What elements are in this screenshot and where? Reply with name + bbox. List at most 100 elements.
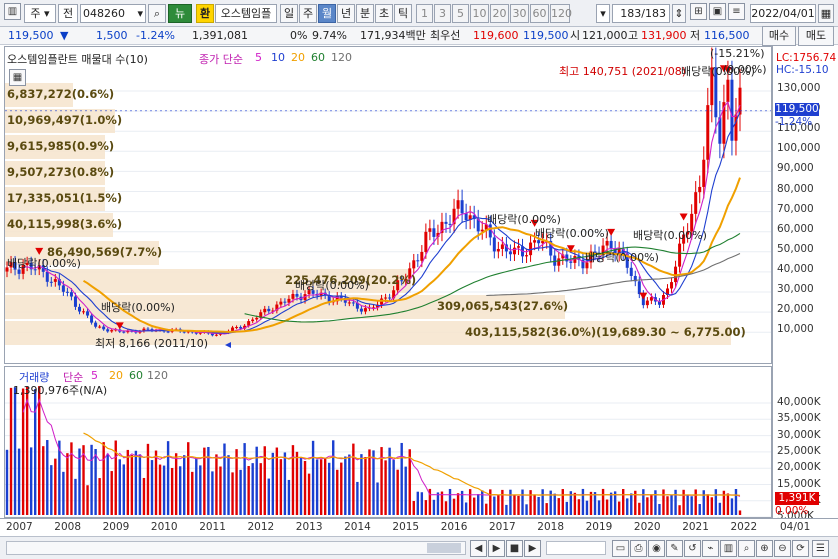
spin-icon[interactable]: ⇕: [672, 4, 686, 23]
volume-bar: [243, 443, 246, 515]
buy-button[interactable]: 매수: [762, 26, 796, 46]
date-field[interactable]: 2022/04/01: [750, 4, 816, 23]
volume-bar: [722, 490, 726, 515]
magnify-icon[interactable]: ⌕: [738, 540, 755, 557]
volume-profile-band: [5, 187, 105, 211]
volume-bar: [730, 498, 734, 515]
volume-profile-band: [5, 321, 731, 345]
stop-icon[interactable]: ■: [506, 540, 523, 557]
scrollbar-thumb[interactable]: [427, 543, 461, 553]
exchange-button[interactable]: 환: [196, 4, 214, 23]
scroll-right-icon[interactable]: ▶: [524, 540, 541, 557]
candle-body: [508, 251, 512, 255]
period-tab[interactable]: 분: [356, 4, 374, 23]
high-marker: [723, 67, 732, 74]
dividend-label: 배당락(0.00%): [487, 213, 561, 226]
candle-body: [670, 282, 674, 289]
volume-chart-panel[interactable]: 거래량 단순 5 20 60 120 1,390,976주(N/A): [4, 366, 772, 518]
interval-tab[interactable]: 120: [550, 4, 572, 23]
volume-bar: [319, 459, 323, 515]
period-tab[interactable]: 주: [299, 4, 317, 23]
candle-body: [492, 237, 496, 252]
candle-body: [392, 290, 396, 299]
camera-icon[interactable]: ◉: [648, 540, 665, 557]
volume-bar: [674, 489, 677, 515]
market-select[interactable]: 주 ▾: [24, 4, 56, 23]
year-label: 2019: [585, 521, 613, 533]
candle-body: [432, 228, 436, 237]
chart-window-icon[interactable]: ▥: [4, 3, 21, 20]
volume-bar: [738, 510, 742, 515]
candle-body: [146, 328, 150, 330]
candle-body: [347, 302, 351, 304]
zoom-in-icon[interactable]: ⊕: [756, 540, 773, 557]
horizontal-scrollbar[interactable]: [6, 541, 466, 555]
last-volume-label: 1,390,976주(N/A): [13, 384, 108, 397]
code-input[interactable]: 048260 ▾: [80, 4, 146, 23]
volume-bar: [646, 497, 649, 515]
period-tab[interactable]: 일: [280, 4, 298, 23]
volume-bar: [215, 454, 218, 515]
chart-type-icon[interactable]: ▥: [720, 540, 737, 557]
candle-body: [271, 310, 275, 312]
volume-bar: [344, 456, 347, 515]
refresh-icon[interactable]: ⟳: [792, 540, 809, 557]
volume-bar: [25, 386, 29, 515]
step-down-button[interactable]: ▾: [596, 4, 610, 23]
count-field[interactable]: 183/183: [612, 4, 670, 23]
dividend-label: 배당락(0.00%): [633, 229, 707, 242]
tools-icon[interactable]: ✎: [666, 540, 683, 557]
interval-tab[interactable]: 60: [530, 4, 549, 23]
volume-bar: [593, 492, 597, 515]
year-label: 2021: [682, 521, 709, 533]
print-icon[interactable]: ⎙: [630, 540, 647, 557]
dropdown-arrow-icon[interactable]: ▾: [137, 7, 143, 20]
period-tab[interactable]: 년: [337, 4, 355, 23]
candle-body: [637, 281, 641, 295]
volume-bar: [485, 503, 488, 515]
list-icon[interactable]: ≡: [728, 3, 745, 20]
volume-bar: [142, 477, 146, 515]
volume-profile-label: 9,507,273(0.8%): [7, 165, 115, 179]
period-tab[interactable]: 틱: [394, 4, 412, 23]
scroll-left-icon[interactable]: ◀: [470, 540, 487, 557]
grid-icon[interactable]: ⊞: [690, 3, 707, 20]
settings-icon[interactable]: ▦: [9, 69, 26, 86]
ma-period-10: 10: [271, 51, 285, 64]
price-chart-panel[interactable]: 오스템임플란트 매물대 수(10) 종가 단순 5 10 20 60 120 ▦…: [4, 46, 772, 364]
menu-icon[interactable]: ☰: [812, 540, 829, 557]
volume-bar: [501, 489, 504, 515]
search-icon[interactable]: ⌕: [148, 4, 166, 23]
zoom-minus-icon[interactable]: ⊖: [774, 540, 791, 557]
candle-body: [428, 228, 432, 232]
play-icon[interactable]: ▶: [488, 540, 505, 557]
interval-tab[interactable]: 20: [490, 4, 509, 23]
draw-icon[interactable]: ⌁: [702, 540, 719, 557]
interval-tab[interactable]: 3: [434, 4, 451, 23]
candle-body: [376, 304, 380, 308]
interval-tab[interactable]: 1: [416, 4, 433, 23]
zoom-out-icon[interactable]: ▭: [612, 540, 629, 557]
history-icon[interactable]: ↺: [684, 540, 701, 557]
volume-bar: [126, 449, 130, 515]
period-tab[interactable]: 월: [318, 4, 336, 23]
sell-button[interactable]: 매도: [798, 26, 834, 46]
year-label: 2007: [6, 521, 33, 533]
interval-tab[interactable]: 30: [510, 4, 529, 23]
save-icon[interactable]: ▣: [709, 3, 726, 20]
interval-tab[interactable]: 5: [452, 4, 469, 23]
calendar-icon[interactable]: ▦: [818, 4, 834, 23]
volume-bar: [134, 450, 138, 515]
price-axis-tick: 70,000: [777, 202, 814, 215]
volume-bar: [517, 495, 520, 515]
zoom-scrollbar[interactable]: [546, 541, 606, 555]
candle-body: [412, 260, 416, 269]
new-button[interactable]: 뉴: [168, 4, 192, 23]
period-tab[interactable]: 초: [375, 4, 393, 23]
interval-tab[interactable]: 10: [470, 4, 489, 23]
market-select-value: 주: [30, 7, 41, 20]
price-axis-tick: 110,000: [777, 122, 821, 135]
period-type-button[interactable]: 전: [58, 4, 78, 23]
volume-ratio: 0%: [290, 29, 308, 42]
volume-bar: [694, 489, 697, 515]
